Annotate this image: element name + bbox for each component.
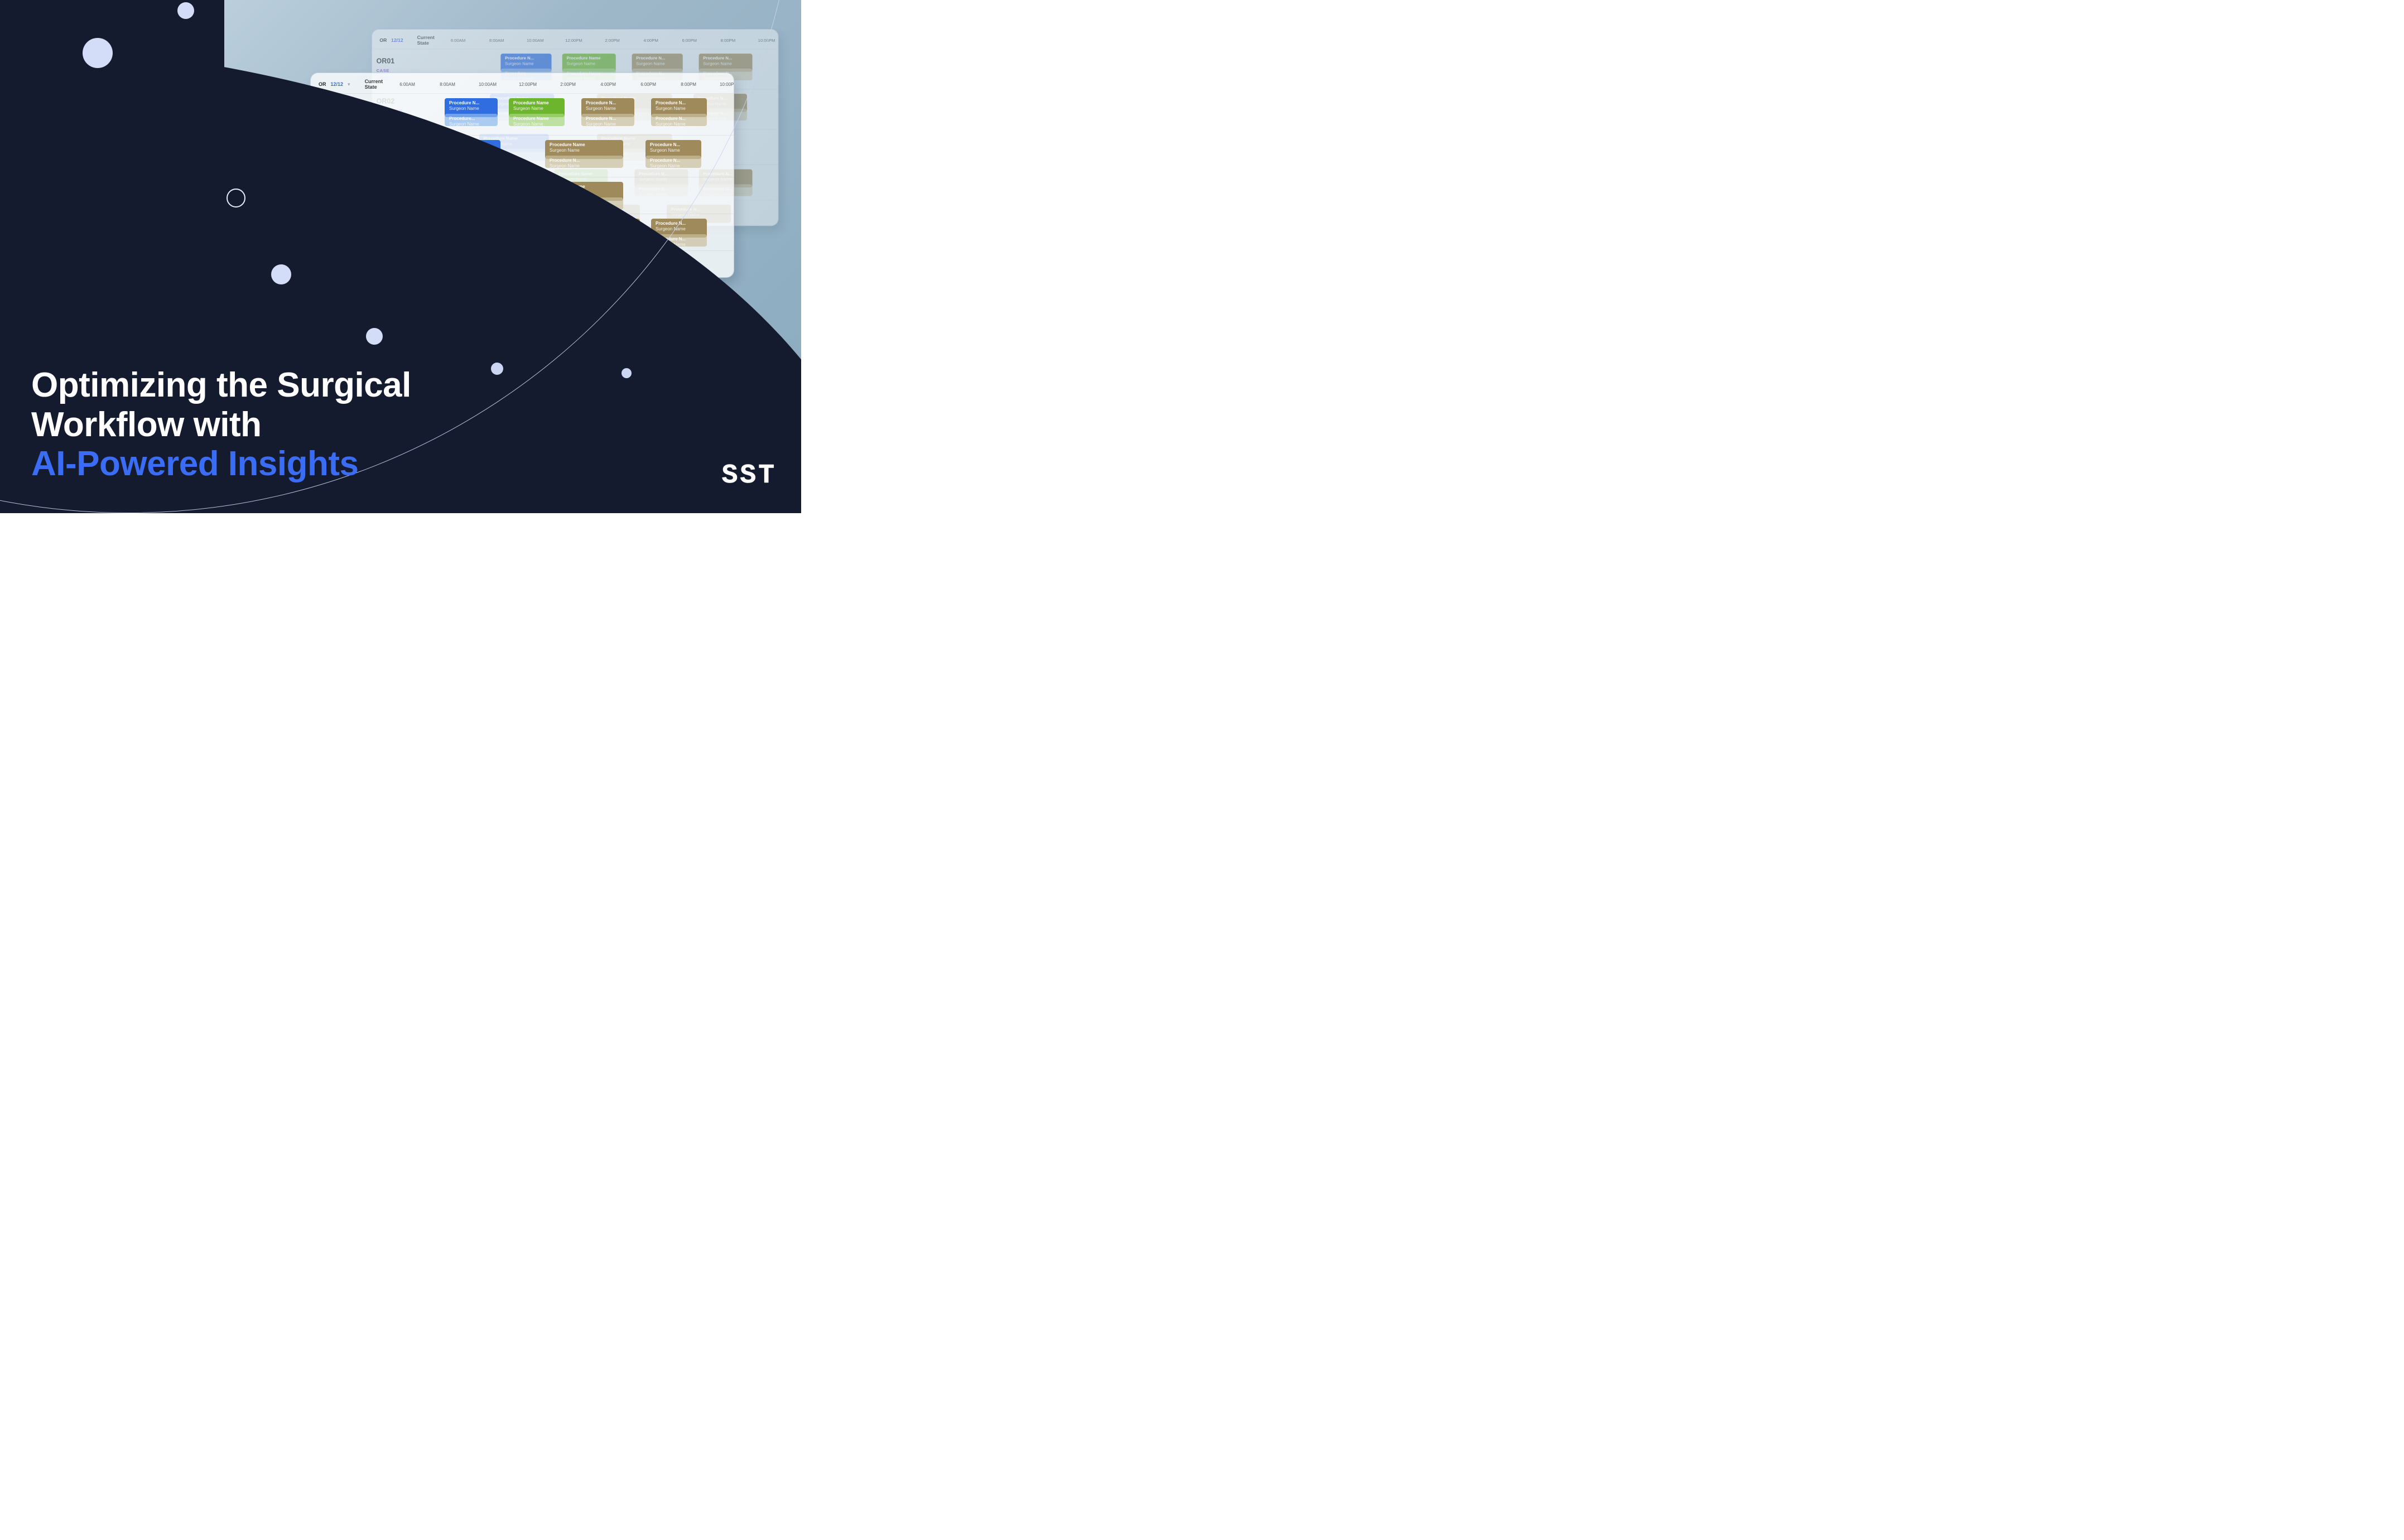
network-node-hollow xyxy=(227,189,245,207)
title-accent: AI-Powered Insights xyxy=(31,445,358,483)
network-node xyxy=(177,2,194,19)
network-node xyxy=(622,368,632,378)
title-line-1: Optimizing the Surgical xyxy=(31,366,411,404)
network-node xyxy=(491,363,503,375)
network-node xyxy=(271,264,291,284)
sst-logo: SST xyxy=(722,461,777,491)
title-line-2: Workflow with xyxy=(31,405,262,444)
network-node xyxy=(83,38,113,68)
hero-stage: OR 12/12 Current State 6:00AM8:00AM10:00… xyxy=(0,0,801,513)
hero-title: Optimizing the Surgical Workflow with AI… xyxy=(31,366,411,484)
network-node xyxy=(366,328,383,345)
